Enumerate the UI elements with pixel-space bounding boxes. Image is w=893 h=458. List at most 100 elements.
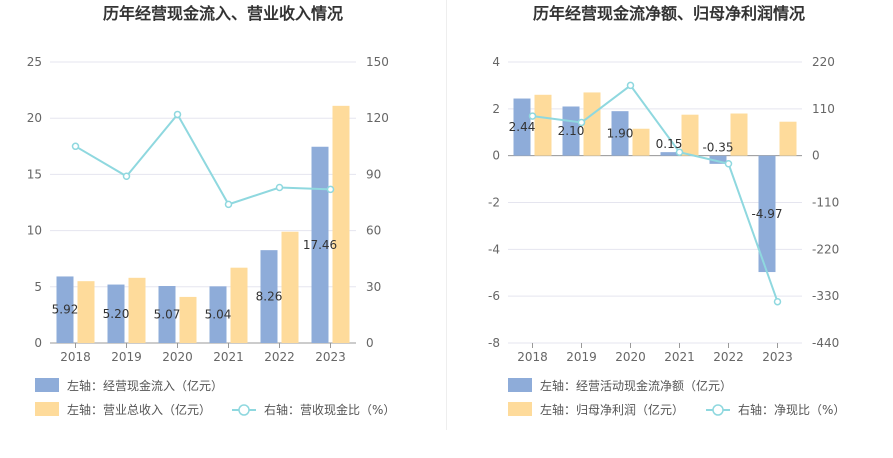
legend-swatch-primary bbox=[508, 378, 532, 392]
bar-data-label: 2.44 bbox=[509, 120, 536, 134]
y-left-tick-label: 5 bbox=[34, 280, 42, 294]
y-right-tick-label: -220 bbox=[812, 242, 839, 256]
y-right-tick-label: 150 bbox=[366, 55, 389, 69]
x-tick-label: 2022 bbox=[264, 350, 295, 364]
y-right-tick-label: 220 bbox=[812, 55, 835, 69]
ratio-point bbox=[577, 118, 586, 127]
ratio-point bbox=[724, 160, 733, 168]
bar-primary bbox=[56, 276, 74, 343]
y-right-tick-label: 30 bbox=[366, 280, 381, 294]
legend-label: 左轴：经营活动现金流净额（亿元） bbox=[540, 378, 732, 393]
y-right-tick-label: 0 bbox=[812, 149, 820, 163]
bar-data-label: 1.90 bbox=[607, 126, 634, 140]
legend-swatch-primary bbox=[35, 378, 59, 392]
bar-secondary bbox=[179, 296, 197, 343]
bar-primary bbox=[209, 286, 227, 343]
bar-secondary bbox=[128, 277, 146, 343]
bar-primary bbox=[709, 155, 727, 164]
y-left-tick-label: 0 bbox=[492, 149, 500, 163]
y-left-tick-label: -4 bbox=[488, 242, 500, 256]
bar-secondary bbox=[230, 267, 248, 343]
ratio-point bbox=[122, 172, 131, 181]
x-tick-label: 2018 bbox=[517, 350, 548, 364]
x-tick-label: 2021 bbox=[213, 350, 244, 364]
y-right-tick-label: 120 bbox=[366, 111, 389, 125]
bar-secondary bbox=[681, 114, 699, 156]
legend-label: 左轴：归母净利润（亿元） bbox=[540, 402, 684, 417]
y-left-tick-label: 0 bbox=[34, 336, 42, 350]
bar-primary bbox=[158, 286, 176, 343]
x-tick-label: 2021 bbox=[664, 350, 695, 364]
legend-swatch-secondary bbox=[35, 402, 59, 416]
bar-secondary bbox=[77, 281, 95, 343]
ratio-point bbox=[224, 200, 233, 209]
y-right-tick-label: 90 bbox=[366, 167, 381, 181]
ratio-point bbox=[71, 142, 80, 151]
bar-secondary bbox=[534, 94, 552, 156]
legend-swatch-secondary bbox=[508, 402, 532, 416]
bar-primary bbox=[611, 111, 629, 156]
legend-label: 左轴：经营现金流入（亿元） bbox=[67, 378, 223, 393]
bar-secondary bbox=[632, 128, 650, 156]
bar-data-label: 8.26 bbox=[256, 290, 283, 304]
ratio-point bbox=[675, 148, 684, 157]
y-right-tick-label: 110 bbox=[812, 102, 835, 116]
x-tick-label: 2018 bbox=[60, 350, 91, 364]
bar-secondary bbox=[332, 105, 350, 343]
x-tick-label: 2019 bbox=[566, 350, 597, 364]
bar-secondary bbox=[583, 92, 601, 156]
chart-title: 历年经营现金流入、营业收入情况 bbox=[103, 4, 343, 23]
bar-primary bbox=[311, 146, 329, 343]
ratio-point bbox=[626, 81, 635, 90]
legend-swatch-line-marker bbox=[238, 404, 250, 416]
ratio-point bbox=[275, 183, 284, 192]
x-tick-label: 2022 bbox=[713, 350, 744, 364]
bar-primary bbox=[758, 155, 776, 273]
bar-data-label: 17.46 bbox=[303, 238, 337, 252]
y-left-tick-label: -8 bbox=[488, 336, 500, 350]
y-left-tick-label: 25 bbox=[27, 55, 42, 69]
y-left-tick-label: 4 bbox=[492, 55, 500, 69]
ratio-point bbox=[528, 112, 537, 120]
y-left-tick-label: 10 bbox=[27, 224, 42, 238]
bar-secondary bbox=[730, 113, 748, 156]
bar-primary bbox=[660, 152, 678, 156]
x-tick-label: 2023 bbox=[315, 350, 346, 364]
y-left-tick-label: 2 bbox=[492, 102, 500, 116]
bar-primary bbox=[107, 284, 125, 343]
y-left-tick-label: 20 bbox=[27, 111, 42, 125]
panel-divider bbox=[446, 0, 447, 430]
legend-label: 左轴：营业总收入（亿元） bbox=[67, 402, 211, 417]
y-left-tick-label: -6 bbox=[488, 289, 500, 303]
y-right-tick-label: -110 bbox=[812, 196, 839, 210]
ratio-line bbox=[532, 84, 779, 303]
chart-net-cashflow-profit: 历年经营现金流净额、归母净利润情况 -8 -6 -4 -2 0 2 4 -440 -330 -220… bbox=[488, 4, 845, 417]
legend-label: 右轴：营收现金比（%） bbox=[264, 402, 395, 417]
bar-data-label: -0.35 bbox=[702, 141, 733, 155]
chart-cash-inflow-revenue: 历年经营现金流入、营业收入情况 0 5 10 15 20 25 0 30 60 90 120 150 20… bbox=[27, 4, 396, 417]
x-tick-label: 2020 bbox=[615, 350, 646, 364]
legend-label: 右轴：净现比（%） bbox=[738, 402, 845, 417]
bar-data-label: 2.10 bbox=[558, 124, 585, 138]
bar-primary bbox=[513, 98, 531, 156]
y-right-tick-label: -330 bbox=[812, 289, 839, 303]
bar-data-label: 0.15 bbox=[656, 137, 683, 151]
legend-swatch-line-marker bbox=[712, 404, 724, 416]
chart-title: 历年经营现金流净额、归母净利润情况 bbox=[533, 4, 805, 23]
bar-data-label: 5.20 bbox=[103, 307, 130, 321]
y-left-tick-label: -2 bbox=[488, 196, 500, 210]
x-tick-label: 2023 bbox=[762, 350, 793, 364]
bar-data-label: 5.92 bbox=[52, 303, 79, 317]
bar-data-label: 5.04 bbox=[205, 308, 232, 322]
ratio-point bbox=[326, 185, 335, 194]
bar-data-label: 5.07 bbox=[154, 308, 181, 322]
y-right-tick-label: -440 bbox=[812, 336, 839, 350]
y-right-tick-label: 60 bbox=[366, 224, 381, 238]
bar-secondary bbox=[281, 231, 299, 343]
bar-data-label: -4.97 bbox=[751, 207, 782, 221]
y-right-tick-label: 0 bbox=[366, 336, 374, 350]
bar-primary bbox=[260, 250, 278, 343]
y-left-tick-label: 15 bbox=[27, 167, 42, 181]
x-tick-label: 2020 bbox=[162, 350, 193, 364]
